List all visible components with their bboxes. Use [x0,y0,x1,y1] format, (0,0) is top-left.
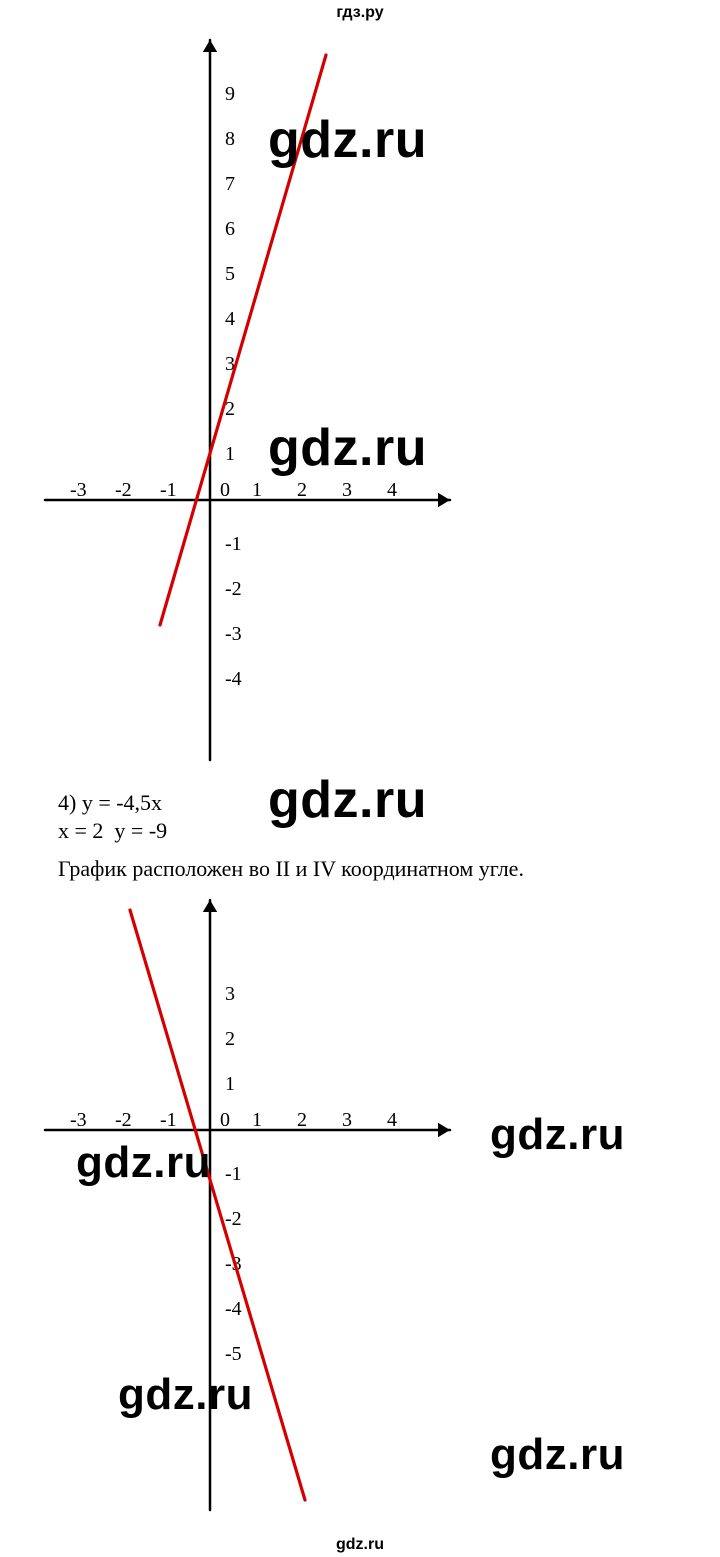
watermark: gdz.ru [268,110,427,170]
page-footer: gdz.ru [0,1536,720,1554]
svg-text:0: 0 [220,1109,230,1131]
svg-text:-2: -2 [115,479,132,501]
svg-text:3: 3 [342,479,352,501]
svg-text:0: 0 [220,479,230,501]
watermark: gdz.ru [490,1110,625,1160]
watermark: gdz.ru [118,1370,253,1420]
svg-text:1: 1 [225,1073,235,1095]
svg-text:4: 4 [387,479,397,501]
svg-text:1: 1 [252,479,262,501]
svg-text:-4: -4 [225,1298,242,1320]
svg-text:1: 1 [225,443,235,465]
watermark: gdz.ru [268,418,427,478]
svg-text:4: 4 [225,308,235,330]
svg-text:6: 6 [225,218,235,240]
watermark: gdz.ru [268,770,427,830]
svg-text:-3: -3 [70,1109,87,1131]
svg-text:7: 7 [225,173,235,195]
svg-text:-1: -1 [160,479,177,501]
svg-text:5: 5 [225,263,235,285]
svg-text:8: 8 [225,128,235,150]
svg-text:-1: -1 [225,533,242,555]
svg-text:2: 2 [297,479,307,501]
svg-text:4: 4 [387,1109,397,1131]
svg-text:-4: -4 [225,668,242,690]
page: гдз.ру -3-2-101234987654321-1-2-3-4-3-2-… [0,0,720,1557]
svg-text:1: 1 [252,1109,262,1131]
svg-text:-3: -3 [225,623,242,645]
svg-text:-5: -5 [225,1343,242,1365]
svg-text:2: 2 [297,1109,307,1131]
problem4-caption: График расположен во II и IV координатно… [58,856,524,882]
svg-text:9: 9 [225,83,235,105]
watermark: gdz.ru [76,1138,211,1188]
svg-text:-2: -2 [225,578,242,600]
svg-text:3: 3 [342,1109,352,1131]
svg-text:-2: -2 [225,1208,242,1230]
problem4-line1: 4) y = -4,5x [58,790,162,816]
svg-text:-3: -3 [70,479,87,501]
svg-text:3: 3 [225,983,235,1005]
svg-text:-1: -1 [225,1163,242,1185]
svg-text:2: 2 [225,1028,235,1050]
problem4-line2: x = 2 y = -9 [58,818,167,844]
watermark: gdz.ru [490,1430,625,1480]
svg-text:-2: -2 [115,1109,132,1131]
svg-text:-1: -1 [160,1109,177,1131]
